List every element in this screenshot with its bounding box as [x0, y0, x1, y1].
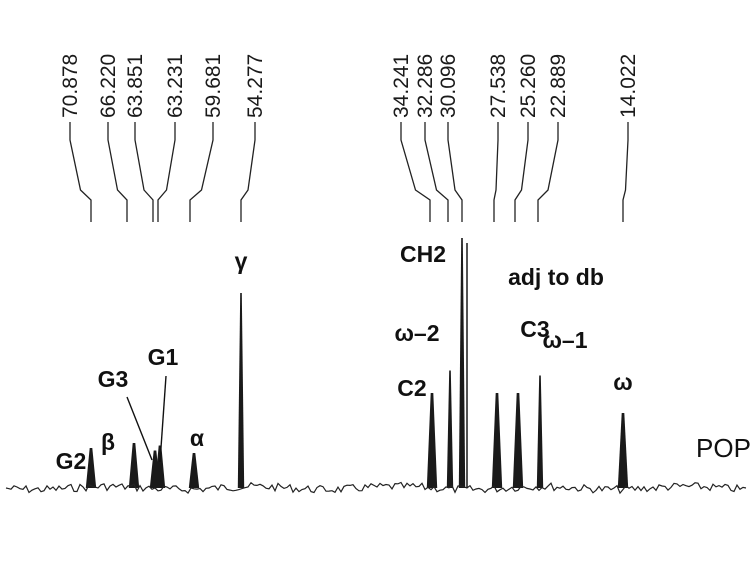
leader-lines [69, 122, 629, 222]
shift-leader-line [514, 122, 529, 222]
spectrum-peak [188, 453, 200, 488]
spectrum-peaks [85, 238, 629, 488]
shift-leader-line [622, 122, 629, 222]
shift-label: 63.851 [124, 54, 147, 118]
peak-label: G3 [98, 366, 129, 392]
peak-label: ω [613, 369, 632, 395]
spectrum-peak [458, 238, 466, 488]
peak-label: β [101, 429, 115, 455]
peak-label: C3 [520, 316, 549, 342]
label-pointer [126, 396, 153, 461]
spectrum-peak [85, 448, 97, 488]
peak-label: G2 [56, 448, 87, 474]
shift-label: 30.096 [437, 54, 460, 118]
shift-leader-line [189, 122, 214, 222]
peak-label: ω–2 [394, 320, 439, 346]
peak-label: CH2 [400, 241, 446, 267]
spectrum-peak [128, 443, 140, 488]
shift-label: 27.538 [487, 54, 510, 118]
shift-leader-line [493, 122, 499, 222]
spectrum-peak [512, 393, 524, 488]
shift-leader-line [537, 122, 559, 222]
label-pointer [159, 375, 167, 463]
peak-label: adj to db [508, 264, 604, 290]
shift-label: 54.277 [244, 54, 267, 118]
spectrum-peak [491, 393, 503, 488]
shift-leader-line [107, 122, 128, 222]
shift-labels: 70.878 66.220 63.851 63.231 59.681 54.277 34.2… [59, 54, 640, 118]
shift-label: 59.681 [202, 54, 225, 118]
peak-labels: G2 β G3 G1 α γ C2 ω–2 CH2 adj to db C3ω–1 ω [56, 241, 633, 474]
peak-label: G1 [148, 344, 179, 370]
spectrum-peak [154, 445, 166, 488]
shift-leader-line [447, 122, 463, 222]
peak-label: γ [235, 248, 248, 274]
shift-leader-line [134, 122, 154, 222]
spectrum-peak [426, 393, 438, 488]
shift-label: 14.022 [617, 54, 640, 118]
shift-leader-line [424, 122, 449, 222]
shift-leader-line [400, 122, 431, 222]
sample-label: POP [696, 433, 751, 463]
shift-leader-line [69, 122, 92, 222]
shift-label: 22.889 [547, 54, 570, 118]
peak-label: ω–1 [542, 327, 587, 353]
shift-label: 34.241 [390, 54, 413, 118]
shift-label: 70.878 [59, 54, 82, 118]
spectrum-peak [446, 370, 454, 488]
peak-label: α [190, 425, 204, 451]
shift-label: 63.231 [164, 54, 187, 118]
spectrum-peak [536, 375, 544, 488]
shift-leader-line [240, 122, 256, 222]
spectrum-peak [237, 293, 245, 488]
spectrum-peak [617, 413, 629, 488]
shift-leader-line [157, 122, 176, 222]
shift-label: 66.220 [97, 54, 120, 118]
shift-label: 25.260 [517, 54, 540, 118]
shift-label: 32.286 [414, 54, 437, 118]
spectrum-baseline [5, 481, 747, 495]
peak-label: C2 [397, 375, 426, 401]
